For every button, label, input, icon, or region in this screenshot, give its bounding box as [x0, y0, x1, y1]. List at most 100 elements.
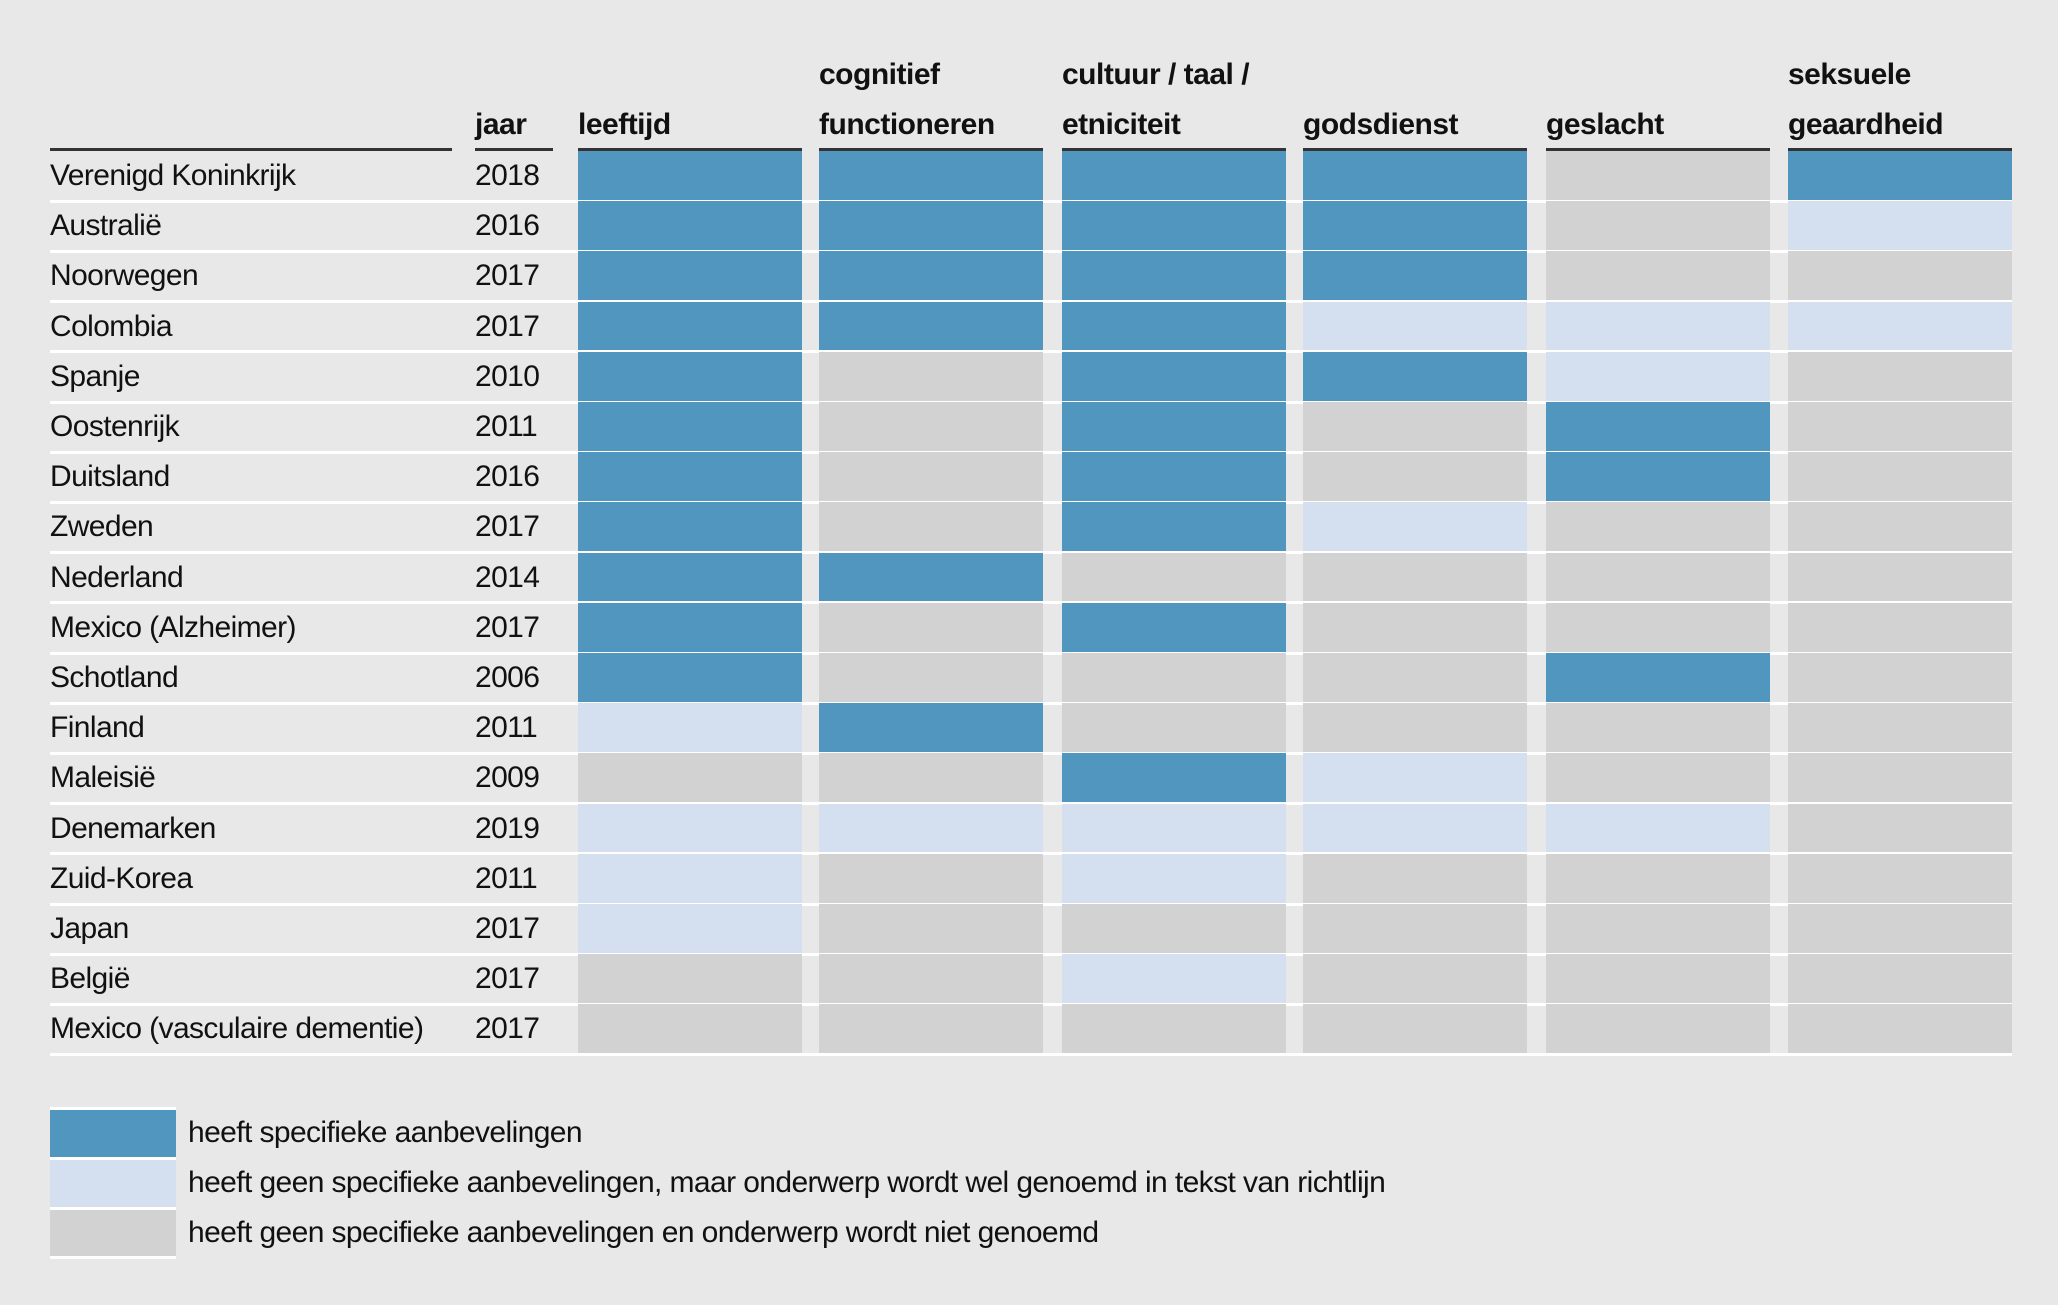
table-cell	[1062, 653, 1286, 704]
country-label: Maleisië	[50, 761, 156, 795]
table-cell	[1303, 853, 1527, 904]
table-cell	[1303, 552, 1527, 603]
table-cell	[819, 502, 1043, 553]
table-cell	[578, 201, 802, 252]
table-cell	[819, 853, 1043, 904]
table-cell	[1546, 753, 1770, 804]
table-cell	[1062, 502, 1286, 553]
country-label: België	[50, 962, 130, 996]
table-cell	[1062, 201, 1286, 252]
column-header-underline	[1788, 148, 2012, 151]
table-cell	[578, 452, 802, 503]
table-cell	[1546, 502, 1770, 553]
table-cell	[1546, 803, 1770, 854]
column-header: cognitief	[819, 58, 940, 91]
table-cell	[1788, 502, 2012, 553]
table-cell	[819, 452, 1043, 503]
legend-label: heeft geen specifieke aanbevelingen, maa…	[188, 1166, 1386, 1199]
table-cell	[1062, 1004, 1286, 1055]
year-header: jaar	[475, 108, 527, 141]
table-cell	[819, 351, 1043, 402]
table-cell	[1788, 703, 2012, 754]
column-header: etniciteit	[1062, 108, 1181, 141]
table-cell	[1062, 351, 1286, 402]
column-header-underline	[578, 148, 802, 151]
table-cell	[578, 853, 802, 904]
table-cell	[819, 402, 1043, 453]
table-cell	[1546, 151, 1770, 202]
table-cell	[1546, 1004, 1770, 1055]
table-cell	[1788, 452, 2012, 503]
column-header: seksuele	[1788, 58, 1911, 91]
year-label: 2009	[475, 761, 540, 795]
table-cell	[1303, 201, 1527, 252]
country-label: Schotland	[50, 661, 179, 694]
column-header-underline	[1303, 148, 1527, 151]
column-header: godsdienst	[1303, 108, 1459, 141]
year-label: 2017	[475, 912, 540, 945]
table-cell	[578, 954, 802, 1005]
table-cell	[1062, 402, 1286, 453]
table-cell	[1062, 301, 1286, 352]
country-label: Denemarken	[50, 811, 216, 845]
table-cell	[578, 251, 802, 302]
table-cell	[1788, 351, 2012, 402]
table-cell	[1546, 402, 1770, 453]
legend-bottom-line	[50, 1256, 176, 1259]
year-label: 2011	[475, 711, 538, 745]
table-cell	[819, 753, 1043, 804]
table-cell	[1303, 1004, 1527, 1055]
table-cell	[1303, 151, 1527, 202]
column-header: cultuur / taal /	[1062, 58, 1250, 91]
table-cell	[1303, 402, 1527, 453]
table-cell	[1303, 502, 1527, 553]
country-label: Oostenrijk	[50, 410, 180, 443]
year-label: 2016	[475, 209, 540, 243]
table-cell	[819, 1004, 1043, 1055]
table-cell	[1788, 904, 2012, 955]
table-cell	[1303, 602, 1527, 653]
table-cell	[1303, 753, 1527, 804]
table-cell	[819, 803, 1043, 854]
table-cell	[819, 602, 1043, 653]
table-cell	[1062, 703, 1286, 754]
country-header-underline	[50, 148, 452, 151]
table-cell	[1546, 703, 1770, 754]
table-cell	[578, 653, 802, 704]
table-cell	[1788, 201, 2012, 252]
table-cell	[578, 703, 802, 754]
table-cell	[1062, 452, 1286, 503]
column-header-underline	[819, 148, 1043, 151]
table-cell	[819, 151, 1043, 202]
table-cell	[1303, 904, 1527, 955]
year-label: 2014	[475, 560, 540, 594]
country-label: Noorwegen	[50, 259, 199, 293]
table-cell	[819, 201, 1043, 252]
table-cell	[1303, 452, 1527, 503]
country-label: Nederland	[50, 560, 184, 594]
country-label: Verenigd Koninkrijk	[50, 159, 296, 192]
table-cell	[1546, 301, 1770, 352]
column-header: geaardheid	[1788, 108, 1944, 141]
table-cell	[578, 552, 802, 603]
table-cell	[1303, 351, 1527, 402]
year-label: 2006	[475, 661, 540, 694]
table-cell	[578, 602, 802, 653]
legend-swatch	[50, 1107, 176, 1157]
country-label: Colombia	[50, 309, 173, 343]
column-header: geslacht	[1546, 108, 1664, 141]
table-cell	[1546, 904, 1770, 955]
year-label: 2017	[475, 962, 540, 996]
table-cell	[1062, 251, 1286, 302]
year-label: 2019	[475, 811, 540, 845]
table-cell	[1062, 803, 1286, 854]
year-label: 2016	[475, 460, 540, 494]
table-cell	[1788, 753, 2012, 804]
country-label: Duitsland	[50, 460, 170, 494]
year-label: 2017	[475, 259, 540, 293]
country-label: Zweden	[50, 510, 154, 544]
table-cell	[819, 904, 1043, 955]
country-label: Australië	[50, 209, 162, 243]
year-label: 2018	[475, 159, 540, 192]
table-cell	[1303, 803, 1527, 854]
